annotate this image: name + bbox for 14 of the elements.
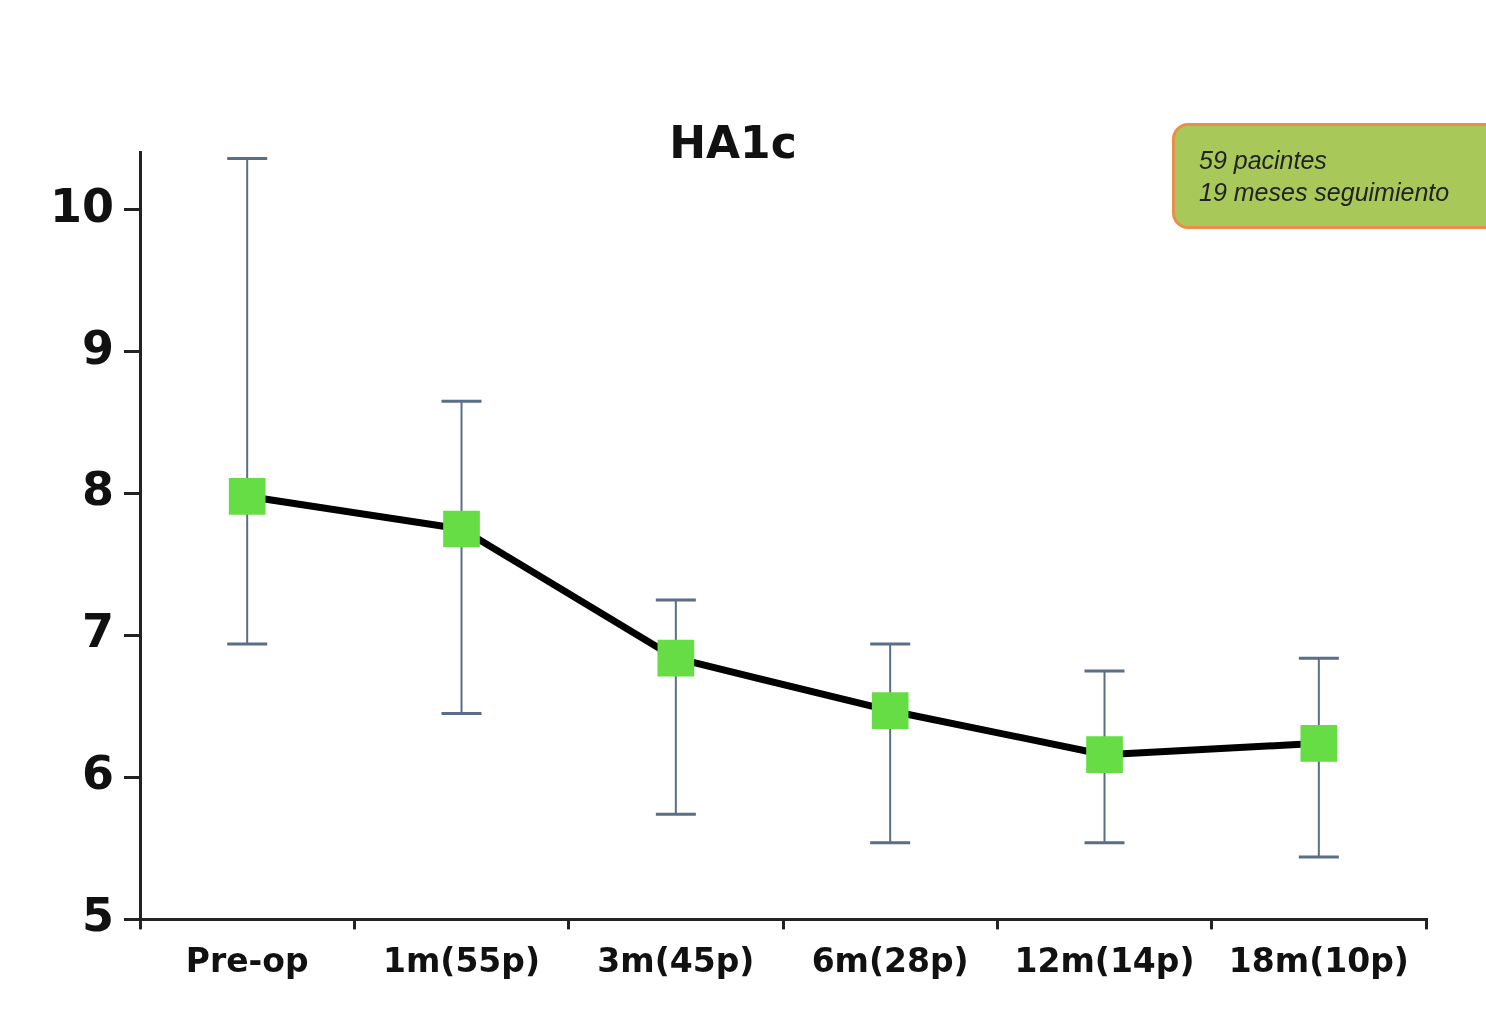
x-tick-label: 12m(14p) [1014,940,1195,980]
y-tick-label: 8 [82,462,115,517]
y-tick-label: 7 [82,604,115,659]
x-tick-label: 18m(10p) [1228,940,1409,980]
x-tick-label: 1m(55p) [382,940,541,980]
y-tick-label: 10 [50,178,115,233]
y-tick-label: 6 [82,746,115,801]
y-tick-label: 9 [82,320,115,375]
x-tick-label: Pre-op [185,940,309,980]
y-tick-label: 5 [82,888,115,943]
x-tick-label: 3m(45p) [597,940,755,980]
x-tick-label: 6m(28p) [811,940,969,980]
annotation: 59 pacintes 19 meses seguimiento [1172,123,1486,229]
chart-title: HA1c [669,116,797,168]
